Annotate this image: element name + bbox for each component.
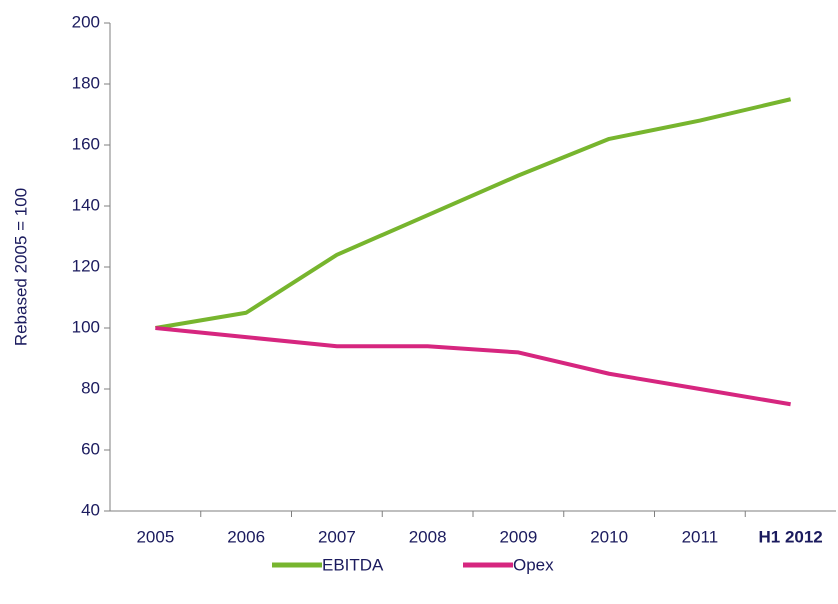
x-tick-label: H1 2012: [758, 527, 822, 546]
y-axis-label: Rebased 2005 = 100: [11, 188, 30, 346]
y-tick-label: 120: [72, 256, 100, 275]
y-tick-label: 160: [72, 134, 100, 153]
series-line: [155, 326, 791, 407]
x-tick-label: 2010: [590, 527, 628, 546]
x-tick-label: 2009: [499, 527, 537, 546]
y-tick-label: 180: [72, 73, 100, 92]
series-line: [155, 97, 792, 330]
y-tick-label: 140: [72, 195, 100, 214]
x-tick-label: 2008: [409, 527, 447, 546]
y-tick-label: 40: [81, 500, 100, 519]
x-tick-label: 2007: [318, 527, 356, 546]
legend-label: Opex: [513, 555, 554, 574]
x-tick-label: 2006: [227, 527, 265, 546]
y-tick-label: 80: [81, 378, 100, 397]
legend-label: EBITDA: [322, 555, 384, 574]
x-tick-label: 2011: [682, 527, 719, 546]
y-tick-label: 200: [72, 12, 100, 31]
y-tick-label: 60: [81, 439, 100, 458]
y-tick-label: 100: [72, 317, 100, 336]
x-tick-label: 2005: [136, 527, 174, 546]
